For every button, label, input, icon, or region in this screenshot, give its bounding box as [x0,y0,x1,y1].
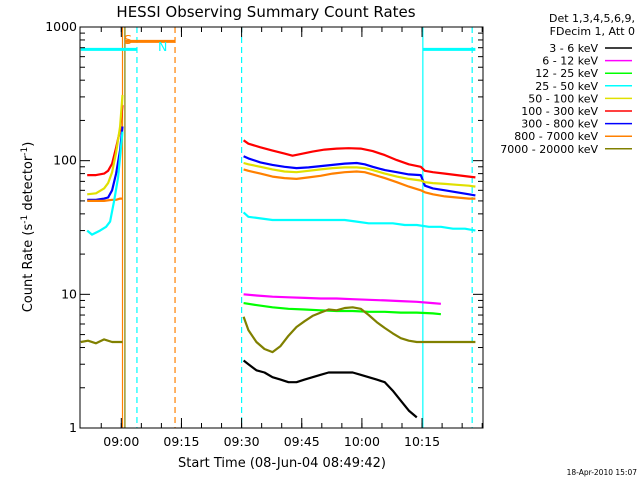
y-axis-label-prefix: Count Rate (s [21,224,36,313]
chart-title: HESSI Observing Summary Count Rates [116,3,415,21]
y-axis-label-suffix: ) [21,142,36,147]
annotation-s: S [124,32,132,47]
legend-label-300-800-kev: 300 - 800 keV [521,118,598,131]
series-line-3-6-kev-0 [242,359,418,419]
series-line-800-7000-kev-1 [243,168,476,200]
legend-label-7000-20000-kev: 7000 - 20000 keV [500,143,598,156]
legend-label-3-6-kev: 3 - 6 keV [549,42,598,55]
legend-header-line-1: Det 1,3,4,5,6,9, [549,12,635,25]
y-tick-label-10: 10 [61,286,77,301]
y-axis-label-mid: detector [21,155,36,215]
series-line-7000-20000-kev-1 [242,306,476,354]
x-tick-label-09-00: 09:00 [103,434,139,449]
legend-label-6-12-kev: 6 - 12 keV [542,55,598,68]
legend-header-line-2: FDecim 1, Att 0 [550,25,635,38]
legend-label-50-100-kev: 50 - 100 keV [528,92,598,105]
y-axis-label-sup2: -1 [20,147,30,156]
series-line-6-12-kev-0 [243,293,441,305]
plot-frame [79,26,484,429]
legend: Det 1,3,4,5,6,9, FDecim 1, Att 0 3 - 6 k… [500,12,635,156]
y-axis-label-sup1: -1 [20,215,30,224]
series-line-50-100-kev-1 [243,161,476,188]
y-tick-label-1: 1 [69,420,77,435]
series-line-100-300-kev-1 [242,139,476,179]
legend-label-800-7000-kev: 800 - 7000 keV [514,130,598,143]
y-axis-label: Count Rate (s-1 detector-1) [20,142,36,313]
x-axis-label: Start Time (08-Jun-04 08:49:42) [178,456,386,471]
legend-label-12-25-kev: 12 - 25 keV [535,67,598,80]
series-line-7000-20000-kev-0 [80,338,123,345]
annotation-n: N [158,39,167,54]
series-line-50-100-kev-0 [87,94,124,196]
data-layer [80,27,476,428]
series-line-25-50-kev-1 [242,211,476,232]
y-tick-label-100: 100 [53,153,77,168]
legend-label-100-300-kev: 100 - 300 keV [521,105,598,118]
series-line-800-7000-kev-0 [87,197,123,202]
x-tick-label-09-45: 09:45 [284,434,320,449]
series-line-12-25-kev-0 [243,302,442,316]
legend-label-25-50-kev: 25 - 50 keV [535,80,598,93]
axis-ticks: 1 10 100 1000 09:00 09:15 09:30 09:45 10:00 10:15 [45,19,483,449]
timestamp: 18-Apr-2010 15:07 [567,468,638,477]
x-tick-label-09-15: 09:15 [163,434,199,449]
x-tick-label-10-00: 10:00 [344,434,380,449]
x-tick-label-09-30: 09:30 [224,434,260,449]
x-tick-label-10-15: 10:15 [404,434,440,449]
y-tick-label-1000: 1000 [45,19,77,34]
series-line-25-50-kev-0 [86,131,124,236]
series-line-300-800-kev-1 [243,155,476,197]
